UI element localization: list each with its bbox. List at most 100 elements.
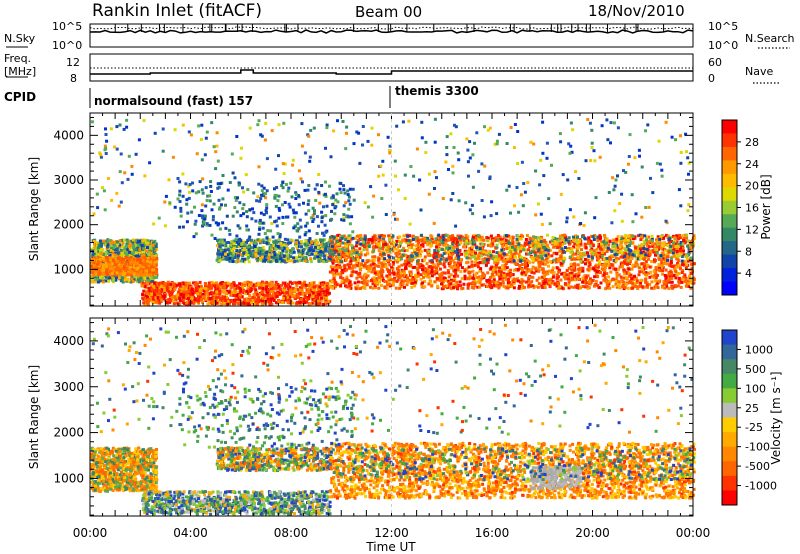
data-cell — [317, 259, 321, 263]
data-cell — [266, 297, 270, 301]
plot-title: Rankin Inlet (fitACF) — [92, 1, 262, 21]
data-cell — [193, 298, 197, 302]
data-cell — [260, 252, 264, 256]
data-cell — [268, 289, 272, 293]
data-cell — [138, 258, 142, 262]
data-cell — [253, 245, 257, 248]
data-cell — [134, 253, 137, 256]
data-cell — [502, 284, 506, 288]
data-cell — [158, 301, 162, 305]
data-cell — [151, 268, 155, 272]
data-cell — [303, 301, 307, 305]
data-cell — [159, 290, 163, 294]
data-cell — [265, 241, 269, 245]
data-cell — [141, 278, 144, 282]
data-cell — [120, 276, 124, 280]
data-cell — [216, 284, 219, 288]
data-cell — [182, 286, 186, 290]
data-cell — [154, 296, 158, 300]
data-cell — [129, 243, 133, 247]
data-cell — [198, 280, 202, 284]
data-cell — [654, 266, 658, 270]
data-cell — [681, 263, 685, 267]
data-cell — [275, 240, 278, 244]
data-cell — [283, 284, 287, 287]
data-cell — [146, 241, 150, 245]
data-cell — [99, 262, 103, 266]
data-cell — [223, 248, 227, 252]
data-cell — [151, 300, 155, 304]
data-cell — [149, 276, 153, 280]
data-cell — [300, 297, 304, 301]
data-cell — [310, 301, 314, 305]
data-cell — [242, 251, 246, 255]
data-cell — [195, 288, 199, 292]
data-cell — [219, 297, 222, 301]
data-cell — [119, 265, 123, 269]
freq-right-tick-bottom: 0 — [708, 72, 715, 85]
freq-left-tick-bottom: 8 — [70, 72, 77, 85]
data-cell — [214, 293, 218, 297]
data-cell — [144, 262, 148, 266]
data-cell — [204, 287, 207, 290]
data-cell — [126, 270, 129, 274]
data-cell — [184, 281, 188, 285]
data-cell — [223, 296, 227, 299]
data-cell — [225, 256, 229, 260]
data-cell — [163, 286, 167, 290]
data-cell — [393, 276, 396, 280]
data-cell — [113, 271, 117, 275]
data-cell — [287, 282, 290, 286]
data-cell — [123, 251, 127, 255]
data-cell — [96, 262, 100, 266]
data-cell — [93, 264, 97, 268]
data-cell — [92, 273, 96, 277]
data-cell — [186, 302, 190, 306]
data-cell — [447, 271, 451, 275]
data-cell — [149, 260, 153, 264]
data-cell — [189, 292, 193, 296]
data-cell — [171, 299, 175, 303]
data-cell — [224, 281, 228, 285]
data-cell — [246, 280, 250, 284]
data-cell — [271, 290, 274, 293]
data-cell — [128, 258, 132, 261]
data-cell — [400, 263, 404, 267]
data-cell — [225, 302, 229, 306]
data-cell — [115, 271, 119, 275]
data-cell — [106, 256, 110, 260]
data-cell — [160, 288, 164, 292]
data-cell — [215, 290, 219, 294]
data-cell — [356, 284, 360, 288]
data-cell — [263, 293, 267, 297]
data-cell — [152, 263, 156, 267]
data-cell — [138, 248, 142, 252]
data-cell — [274, 280, 278, 284]
data-cell — [108, 267, 112, 271]
data-cell — [296, 259, 300, 263]
data-cell — [199, 288, 203, 292]
data-cell — [492, 250, 495, 254]
data-cell — [471, 276, 475, 280]
data-cell — [97, 243, 101, 247]
data-cell — [167, 287, 171, 291]
data-cell — [94, 266, 98, 270]
data-cell — [155, 272, 159, 275]
data-cell — [157, 292, 161, 296]
data-cell — [230, 293, 234, 297]
data-cell — [107, 263, 110, 267]
data-cell — [139, 276, 143, 280]
data-cell — [177, 302, 181, 306]
data-cell — [665, 262, 669, 266]
data-cell — [166, 283, 170, 287]
data-cell — [313, 254, 317, 258]
data-cell — [312, 285, 316, 289]
data-cell — [123, 264, 126, 268]
data-cell — [149, 249, 153, 252]
data-cell — [162, 297, 166, 301]
data-cell — [269, 297, 273, 301]
data-cell — [402, 234, 406, 238]
data-cell — [110, 251, 114, 255]
data-cell — [318, 301, 322, 305]
data-cell — [233, 298, 236, 302]
